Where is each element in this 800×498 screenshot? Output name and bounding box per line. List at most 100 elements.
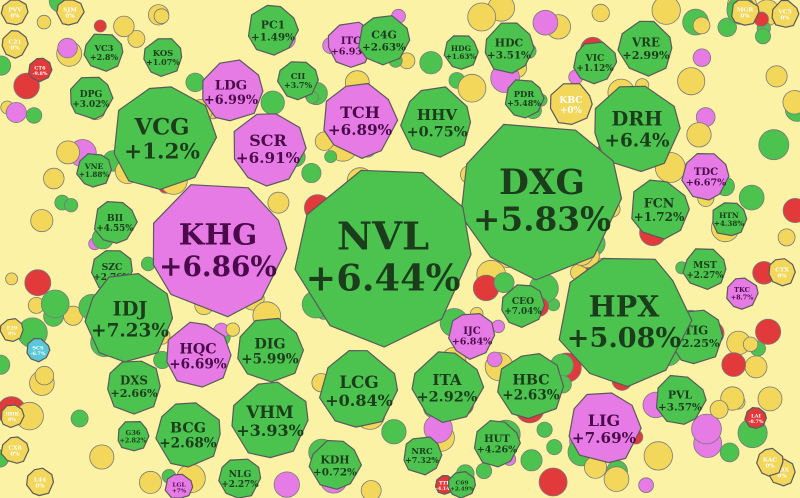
stock-cell-vc3[interactable]: VC3+2.8% (83, 33, 124, 72)
background-tile (360, 480, 382, 498)
background-tile (719, 442, 740, 463)
stock-cell-shape (549, 82, 593, 126)
stock-cell-hqc[interactable]: HQC+6.69% (166, 321, 232, 388)
stock-cell-c69[interactable]: C69+2.49% (448, 470, 477, 498)
stock-cell-drh[interactable]: DRH+6.4% (594, 85, 681, 173)
stock-symbol-label: HBC (512, 372, 549, 388)
stock-cell-vhm[interactable]: VHM+3.93% (231, 381, 309, 459)
stock-change-label: -4.14% (436, 486, 455, 492)
stock-cell-scr[interactable]: SCR+6.91% (233, 113, 307, 187)
stock-cell-lai[interactable]: LAI-8.7% (744, 406, 767, 430)
stock-cell-lig[interactable]: LIG+7.69% (568, 392, 642, 464)
stock-cell-vic[interactable]: VIC+1.12% (573, 41, 618, 85)
stock-change-label: +2.8% (90, 52, 119, 62)
stock-cell-shape (323, 82, 399, 159)
stock-cell-dxg[interactable]: DXG+5.83% (460, 123, 623, 281)
background-tile (692, 48, 712, 67)
stock-cell-nvl[interactable]: NVL+6.44% (294, 169, 472, 348)
stock-cell-nlg[interactable]: NLG+2.27% (218, 458, 262, 498)
stock-cell-c4g[interactable]: C4G+2.63% (358, 15, 411, 66)
stock-cell-khg[interactable]: KHG+6.86% (152, 184, 288, 318)
stock-cell-nrc[interactable]: NRC+7.32% (403, 436, 443, 476)
stock-cell-ita[interactable]: ITA+2.92% (411, 351, 485, 424)
stock-cell-cii[interactable]: CII+3.7% (276, 61, 319, 101)
stock-cell-dig[interactable]: DIG+5.99% (237, 317, 305, 383)
stock-cell-idj[interactable]: IDJ+7.23% (84, 272, 174, 363)
background-tile (765, 65, 788, 88)
stock-cell-shape (358, 15, 411, 66)
stock-cell-tdc[interactable]: TDC+6.67% (681, 152, 730, 201)
stock-cell-pvl[interactable]: PVL+3.57% (655, 374, 707, 425)
stock-cell-pc1[interactable]: PC1+1.49% (247, 4, 300, 56)
stock-cell-shape (484, 22, 535, 74)
stock-cell-bcg[interactable]: BCG+2.68% (155, 402, 221, 468)
stock-cell-pdr[interactable]: PDR+5.48% (504, 79, 545, 119)
stock-cell-kbc[interactable]: KBC+0% (549, 82, 593, 126)
stock-cell-shape (617, 20, 673, 77)
stock-cell-bii[interactable]: BII+4.55% (93, 200, 138, 244)
stock-cell-scs[interactable]: SCS-6.7% (26, 337, 51, 363)
stock-cell-tch[interactable]: TCH+6.89% (323, 82, 399, 159)
stock-change-label: 0% (8, 417, 16, 423)
stock-cell-hpx[interactable]: HPX+5.08% (558, 257, 693, 388)
background-tile (717, 17, 737, 38)
stock-symbol-label: CTX (775, 266, 789, 273)
stock-cell-shape (164, 473, 194, 498)
stock-cell-hut[interactable]: HUT+4.26% (473, 419, 521, 468)
stock-cell-shape (497, 352, 565, 420)
stock-symbol-label: VNE (84, 162, 104, 171)
stock-cell-ldg[interactable]: LDG+6.99% (202, 59, 264, 122)
stock-cell-fcn[interactable]: FCN+1.72% (631, 179, 690, 240)
stock-cell-ceo[interactable]: CEO+7.04% (501, 284, 546, 328)
stock-cell-dpg[interactable]: DPG+3.02% (69, 76, 114, 120)
stock-cell-g36[interactable]: G36+2.82% (117, 420, 150, 452)
stock-cell-hbc[interactable]: HBC+2.63% (497, 352, 565, 420)
stock-cell-shape (594, 85, 681, 173)
stock-cell-kdh[interactable]: KDH+0.72% (308, 439, 363, 490)
background-tile (113, 15, 135, 38)
stock-cell-hdg[interactable]: HDG+1.63% (443, 35, 479, 70)
stock-cell-ct6[interactable]: CT6-9.8% (27, 57, 53, 83)
stock-cell-vcg[interactable]: VCG+1.2% (113, 86, 218, 191)
stock-cell-dxs[interactable]: DXS+2.66% (107, 360, 161, 415)
background-tile (603, 466, 630, 492)
background-tile (758, 129, 790, 161)
stock-symbol-label: LDG (215, 77, 247, 93)
stock-cell-vne[interactable]: VNE+1.88% (76, 153, 113, 188)
stock-change-label: +6.86% (159, 250, 277, 283)
stock-change-label: +4.38% (714, 219, 745, 228)
stock-cell-ijc[interactable]: IJC+6.84% (448, 312, 496, 360)
stock-cell-hhv[interactable]: HHV+0.75% (400, 86, 472, 158)
stock-cell-hdc[interactable]: HDC+3.51% (484, 22, 535, 74)
stock-cell-lcg[interactable]: LCG+0.84% (318, 349, 399, 428)
stock-change-label: +3.93% (236, 421, 304, 440)
stock-symbol-label: LAI (751, 413, 761, 419)
stock-cell-kos[interactable]: KOS+1.07% (143, 38, 183, 78)
stock-cell-shape (744, 406, 767, 430)
stock-change-label: +6.84% (452, 337, 493, 348)
stock-cell-htn[interactable]: HTN+4.38% (712, 202, 748, 237)
stock-change-label: +6.93% (331, 47, 372, 58)
stock-cell-vre[interactable]: VRE+2.99% (617, 20, 673, 77)
background-tile (30, 209, 54, 233)
stock-cell-lgl[interactable]: LGL+7% (164, 473, 194, 498)
stock-symbol-label: HQC (179, 341, 216, 357)
stock-cell-tkc[interactable]: TKC+8.7% (726, 277, 759, 310)
background-tile (273, 471, 300, 498)
stock-symbol-label: TKC (734, 286, 750, 294)
stock-cell-mst[interactable]: MST+2.27% (682, 248, 727, 291)
stock-change-label: 0% (10, 46, 20, 52)
stock-symbol-label: DRH (612, 108, 663, 131)
stock-cell-shape (166, 321, 232, 388)
